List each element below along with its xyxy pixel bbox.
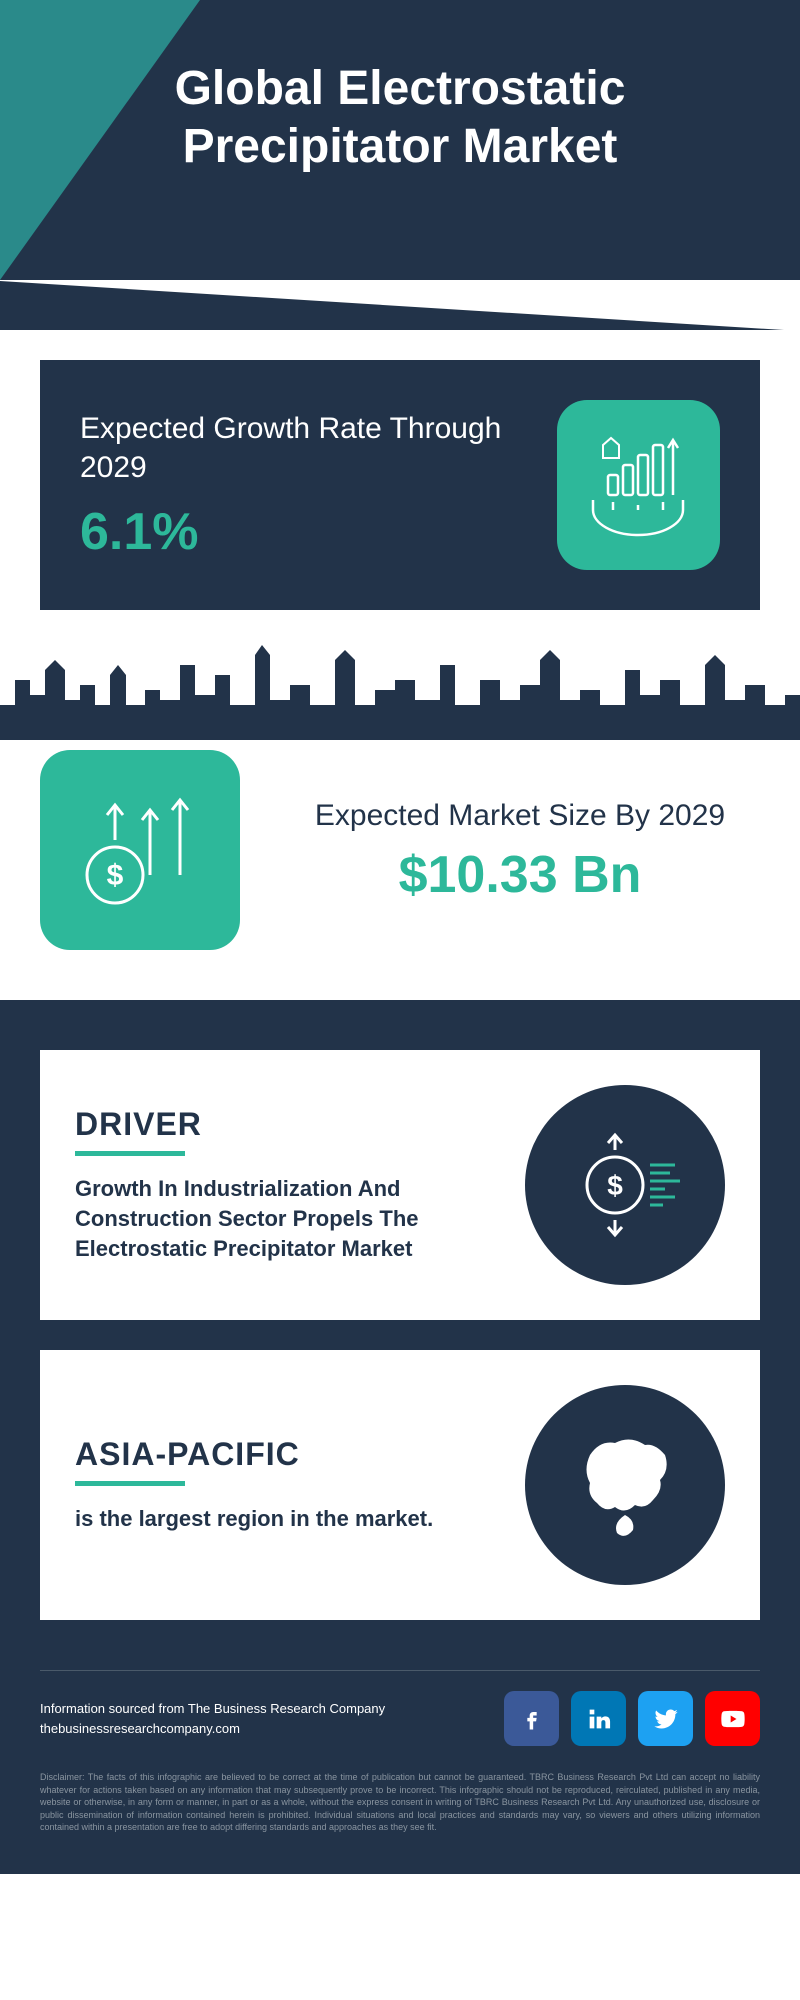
driver-card: DRIVER Growth In Industrialization And C… — [40, 1050, 760, 1320]
region-title: ASIA-PACIFIC — [75, 1436, 495, 1473]
info-cards-section: DRIVER Growth In Industrialization And C… — [0, 1000, 800, 1874]
market-size-label: Expected Market Size By 2029 — [280, 796, 760, 835]
driver-title: DRIVER — [75, 1106, 495, 1143]
driver-underline — [75, 1151, 185, 1156]
region-underline — [75, 1481, 185, 1486]
skyline-silhouette — [0, 610, 800, 740]
social-links — [504, 1691, 760, 1746]
market-size-value: $10.33 Bn — [280, 845, 760, 905]
twitter-button[interactable] — [638, 1691, 693, 1746]
footer-source-line1: Information sourced from The Business Re… — [40, 1699, 385, 1719]
facebook-button[interactable] — [504, 1691, 559, 1746]
globe-map-icon — [525, 1385, 725, 1585]
footer: Information sourced from The Business Re… — [40, 1650, 760, 1834]
svg-text:$: $ — [107, 859, 124, 892]
footer-source: Information sourced from The Business Re… — [40, 1699, 385, 1738]
youtube-button[interactable] — [705, 1691, 760, 1746]
driver-desc: Growth In Industrialization And Construc… — [75, 1174, 495, 1263]
growth-chart-icon — [557, 400, 720, 570]
disclaimer-text: Disclaimer: The facts of this infographi… — [40, 1771, 760, 1834]
market-size-text: Expected Market Size By 2029 $10.33 Bn — [280, 796, 760, 905]
region-text: ASIA-PACIFIC is the largest region in th… — [75, 1436, 495, 1534]
svg-text:$: $ — [607, 1170, 623, 1201]
market-size-card: $ Expected Market Size By 2029 $10.33 Bn — [0, 740, 800, 1000]
footer-top: Information sourced from The Business Re… — [40, 1670, 760, 1746]
infographic-container: Global Electrostatic Precipitator Market… — [0, 0, 800, 1874]
region-desc: is the largest region in the market. — [75, 1504, 495, 1534]
growth-rate-label: Expected Growth Rate Through 2029 — [80, 409, 557, 487]
growth-rate-text: Expected Growth Rate Through 2029 6.1% — [80, 409, 557, 562]
header-bottom-triangle — [0, 281, 800, 330]
market-size-icon: $ — [40, 750, 240, 950]
header: Global Electrostatic Precipitator Market — [0, 0, 800, 330]
growth-rate-value: 6.1% — [80, 502, 557, 562]
page-title: Global Electrostatic Precipitator Market — [0, 60, 800, 175]
money-flow-icon: $ — [525, 1085, 725, 1285]
growth-rate-card: Expected Growth Rate Through 2029 6.1% — [40, 360, 760, 610]
region-card: ASIA-PACIFIC is the largest region in th… — [40, 1350, 760, 1620]
linkedin-button[interactable] — [571, 1691, 626, 1746]
driver-text: DRIVER Growth In Industrialization And C… — [75, 1106, 495, 1263]
footer-source-line2: thebusinessresearchcompany.com — [40, 1719, 385, 1739]
